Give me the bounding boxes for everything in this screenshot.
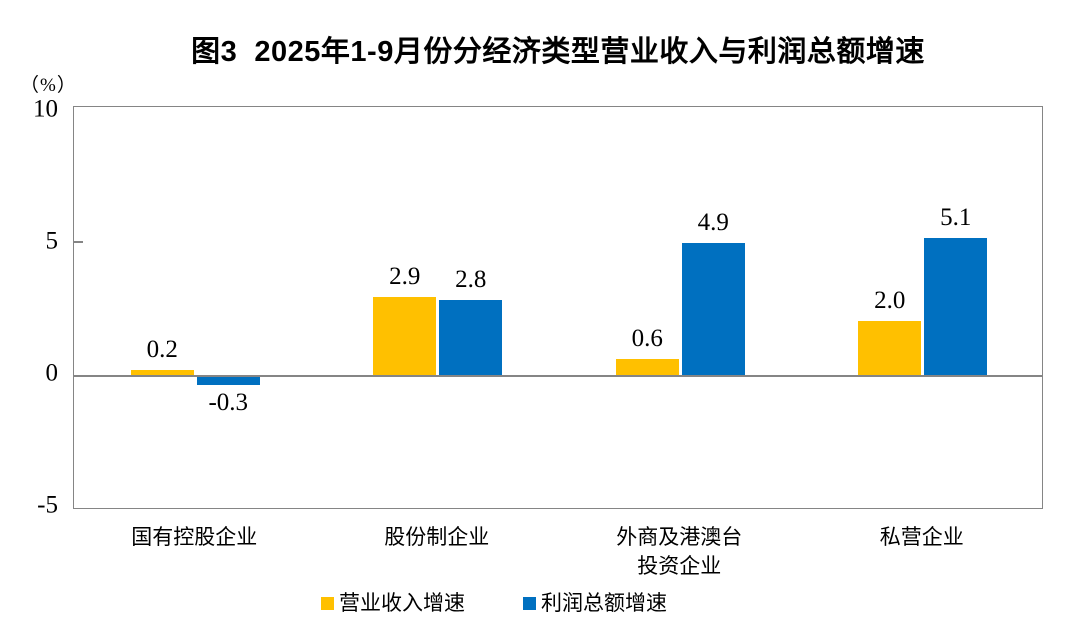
bar-利润总额增速-2 (681, 243, 745, 375)
bar-营业收入增速-0 (130, 369, 194, 375)
category-label-line: 外商及港澳台 (616, 525, 743, 549)
bar-利润总额增速-1 (439, 299, 503, 375)
legend-label: 营业收入增速 (339, 590, 465, 615)
zero-axis-line (74, 375, 1042, 377)
bar-value-label: -0.3 (208, 389, 249, 417)
category-label-line: 国有控股企业 (131, 525, 258, 549)
y-tick-label--5: -5 (37, 491, 58, 519)
y-tick-mark-5 (74, 241, 83, 243)
category-label-0: 国有控股企业 (72, 523, 316, 552)
bar-value-label: 5.1 (940, 203, 972, 231)
category-label-1: 股份制企业 (315, 523, 559, 552)
bar-value-label: 4.9 (697, 209, 729, 237)
chart-title: 图3 2025年1-9月份分经济类型营业收入与利润总额增速 (191, 36, 925, 68)
revenue-legend-swatch-icon (321, 596, 334, 610)
bar-value-label: 2.9 (389, 262, 421, 290)
y-axis-unit-label: （%） (20, 75, 77, 96)
bar-营业收入增速-3 (858, 321, 922, 375)
bar-利润总额增速-3 (924, 237, 988, 375)
legend-item-profit: 利润总额增速 (523, 590, 667, 615)
bar-value-label: 2.8 (455, 265, 487, 293)
category-label-line: 投资企业 (637, 554, 722, 578)
bar-利润总额增速-0 (196, 376, 260, 385)
y-tick-label-10: 10 (33, 95, 58, 123)
category-label-line: 私营企业 (879, 525, 964, 549)
bar-value-label: 2.0 (874, 287, 906, 315)
legend: 营业收入增速 利润总额增速 (0, 588, 988, 618)
category-label-2: 外商及港澳台 投资企业 (557, 523, 801, 581)
bar-value-label: 0.6 (631, 324, 663, 352)
plot-area: 0.2 2.9 0.6 2.0 -0.3 2.8 4.9 5.1 (73, 106, 1043, 509)
bar-value-label: 0.2 (146, 335, 178, 363)
y-tick-label-5: 5 (45, 227, 59, 255)
bar-营业收入增速-2 (615, 358, 679, 375)
category-label-line: 股份制企业 (384, 525, 490, 549)
legend-label: 利润总额增速 (541, 590, 667, 615)
legend-item-revenue: 营业收入增速 (321, 590, 465, 615)
y-tick-label-0: 0 (45, 359, 59, 387)
category-label-3: 私营企业 (800, 523, 1044, 552)
profit-legend-swatch-icon (523, 596, 536, 610)
bar-营业收入增速-1 (373, 296, 437, 375)
